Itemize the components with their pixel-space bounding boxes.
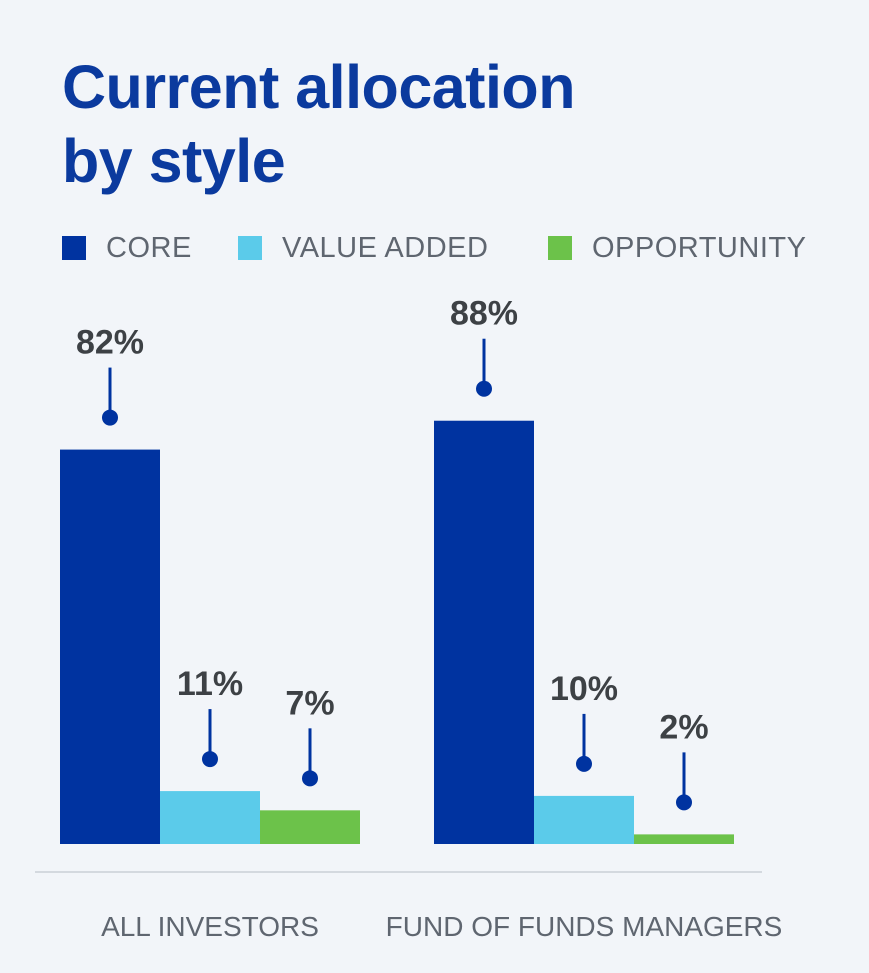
chart-title-line-2: by style bbox=[62, 127, 286, 195]
value-label-opportunity-all-investors: 7% bbox=[285, 684, 334, 722]
bar-value-added-fund-of-funds-managers bbox=[534, 795, 634, 844]
bar-core-fund-of-funds-managers bbox=[434, 420, 534, 844]
pin-dot-value-added-fund-of-funds-managers bbox=[576, 755, 592, 772]
legend-swatch-value-added bbox=[238, 236, 262, 260]
legend-item-value-added: VALUE ADDED bbox=[238, 230, 488, 266]
bar-opportunity-fund-of-funds-managers bbox=[634, 834, 734, 844]
legend-item-core: CORE bbox=[62, 230, 192, 266]
value-label-core-all-investors: 82% bbox=[76, 324, 144, 362]
pin-dot-core-fund-of-funds-managers bbox=[476, 380, 492, 397]
legend-item-opportunity: OPPORTUNITY bbox=[548, 230, 806, 266]
legend-label-value-added: VALUE ADDED bbox=[282, 231, 489, 264]
bar-core-all-investors bbox=[60, 449, 160, 844]
legend-label-opportunity: OPPORTUNITY bbox=[592, 231, 807, 264]
legend-swatch-opportunity bbox=[548, 236, 572, 260]
legend-swatch-core bbox=[62, 236, 86, 260]
pin-dot-core-all-investors bbox=[102, 409, 118, 426]
category-label-fund-of-funds-managers: FUND OF FUNDS MANAGERS bbox=[386, 911, 783, 942]
value-label-core-fund-of-funds-managers: 88% bbox=[450, 295, 518, 333]
chart-title: Current allocation by style bbox=[62, 50, 762, 198]
value-label-value-added-all-investors: 11% bbox=[177, 665, 243, 703]
value-label-value-added-fund-of-funds-managers: 10% bbox=[550, 670, 618, 708]
legend-label-core: CORE bbox=[106, 231, 192, 264]
pin-dot-opportunity-all-investors bbox=[302, 770, 318, 787]
pin-dot-value-added-all-investors bbox=[202, 751, 218, 768]
category-label-all-investors: ALL INVESTORS bbox=[101, 911, 319, 942]
chart-title-line-1: Current allocation bbox=[62, 53, 575, 121]
pin-dot-opportunity-fund-of-funds-managers bbox=[676, 794, 692, 811]
bar-opportunity-all-investors bbox=[260, 810, 360, 844]
bar-value-added-all-investors bbox=[160, 791, 260, 844]
value-label-opportunity-fund-of-funds-managers: 2% bbox=[659, 708, 708, 746]
